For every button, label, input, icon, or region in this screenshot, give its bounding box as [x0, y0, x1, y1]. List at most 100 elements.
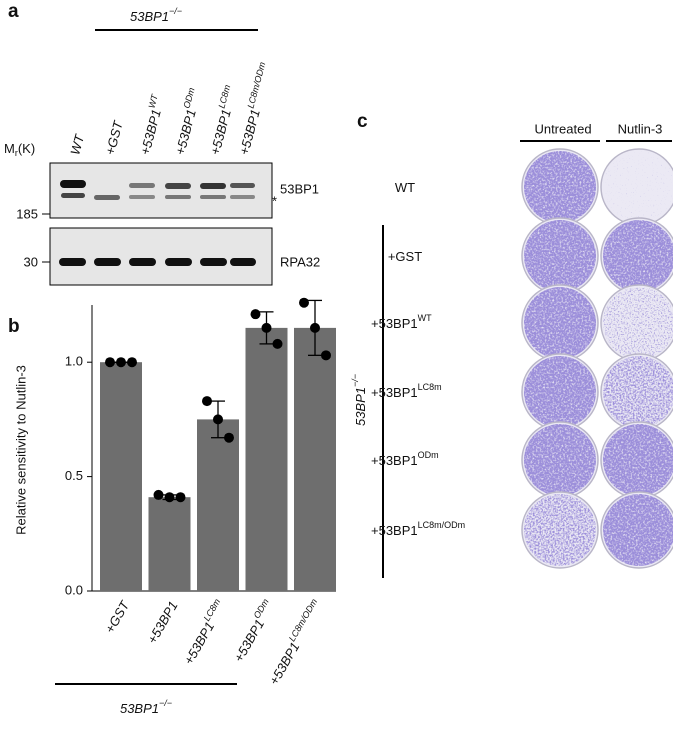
data-point [261, 322, 272, 333]
lane-label: +53BP1ODm [170, 86, 205, 156]
lane-label-text: +53BP1 [237, 108, 264, 157]
bar [294, 327, 336, 591]
mr-label-sub: r [15, 148, 18, 158]
row-label-text: +53BP1 [371, 523, 418, 538]
panel-label: b [8, 316, 20, 337]
row-label-sup: WT [418, 313, 432, 323]
blot-bands [59, 180, 256, 266]
colonies [524, 220, 596, 292]
data-point [250, 309, 261, 320]
data-point [153, 489, 164, 500]
data-point [321, 350, 331, 361]
x-tick-sup: LC8m/ODm [287, 597, 320, 644]
colonies [524, 356, 596, 428]
lane-label: +53BP1WT [135, 92, 169, 157]
colonies [524, 494, 596, 566]
row-label-sup: LC8m [418, 382, 442, 392]
x-tick-label: +53BP1LC8m/ODm [264, 597, 327, 688]
column-header: Nutlin-3 [618, 121, 663, 136]
group-label: 53BP1−/− [130, 6, 182, 24]
data-point [299, 297, 309, 308]
data-point [224, 432, 234, 443]
lane-label: +GST [103, 119, 127, 157]
lane-label-text: +53BP1 [173, 108, 200, 157]
x-tick-label: +53BP1 [145, 599, 181, 647]
row-label: +53BP1LC8m [371, 382, 442, 400]
data-point [116, 357, 126, 368]
marker-label: 30 [24, 254, 38, 269]
lane-label-sup: LC8m [217, 83, 233, 109]
mr-label: Mr(K) [4, 141, 35, 158]
x-tick-text: +53BP1 [145, 599, 181, 647]
row-label: +GST [388, 249, 422, 264]
mr-label-text: (K) [18, 141, 35, 156]
lane-label-sup: WT [147, 92, 161, 110]
row-label-sup: ODm [418, 450, 439, 460]
colonies [524, 151, 596, 223]
band-label: RPA32 [280, 254, 320, 269]
x-tick-label: +53BP1ODm [229, 597, 279, 665]
bar [148, 497, 191, 591]
group-label: 53BP1−/− [350, 374, 368, 426]
row-label: +53BP1WT [371, 313, 432, 331]
y-tick-label: 1.0 [65, 354, 83, 369]
group-label-text: 53BP1 [130, 9, 169, 24]
x-tick-text: +53BP1 [181, 620, 217, 668]
mr-label-text: M [4, 141, 15, 156]
blot-rpa32 [49, 227, 273, 286]
lane-label: +53BP1LC8m/ODm [234, 61, 276, 157]
colonies [603, 424, 673, 496]
x-tick-sup: ODm [252, 597, 271, 621]
group-label: 53BP1−/− [120, 698, 172, 716]
row-label-text: +53BP1 [371, 385, 418, 400]
row-label-text: +GST [388, 249, 422, 264]
colonies [603, 356, 673, 428]
group-label-text: 53BP1 [353, 387, 368, 426]
group-label-sup: −/− [350, 374, 360, 387]
lane-label-sup: ODm [182, 86, 197, 109]
marker-label: 185 [16, 206, 38, 221]
colonies [524, 287, 596, 359]
row-label-text: +53BP1 [371, 316, 418, 331]
colonies [524, 424, 596, 496]
x-tick-text: +53BP1 [267, 640, 303, 688]
data-point [164, 492, 175, 503]
blot-53bp1 [49, 162, 273, 219]
y-tick-label: 0.5 [65, 468, 83, 483]
lane-label-text: +53BP1 [138, 108, 165, 157]
asterisk: * [272, 193, 277, 208]
x-tick-text: +GST [102, 598, 133, 636]
row-label-text: WT [395, 180, 415, 195]
row-label-sup: LC8m/ODm [418, 520, 466, 530]
lane-label-text: WT [68, 132, 88, 156]
group-label-sup: −/− [159, 698, 172, 708]
row-label: +53BP1ODm [371, 450, 439, 468]
data-point [213, 414, 223, 425]
y-axis-label: Relative sensitivity to Nutlin-3 [13, 365, 28, 535]
band-label: 53BP1 [280, 181, 319, 196]
data-point [105, 357, 115, 368]
row-label: WT [395, 180, 415, 195]
data-point [202, 396, 212, 407]
panel-label: a [8, 1, 19, 22]
data-point [175, 492, 186, 503]
lane-label-sup: LC8m/ODm [246, 61, 268, 110]
x-tick-label: +GST [102, 598, 133, 636]
colonies [603, 151, 673, 223]
group-label-text: 53BP1 [120, 701, 159, 716]
row-label-text: +53BP1 [371, 453, 418, 468]
bar [100, 362, 142, 591]
data-point [272, 338, 283, 349]
colonies [603, 220, 673, 292]
lane-label: +53BP1LC8m [205, 83, 241, 156]
row-label: +53BP1LC8m/ODm [371, 520, 465, 538]
lane-label: WT [68, 132, 88, 156]
x-tick-text: +53BP1 [231, 617, 267, 665]
bar [197, 419, 239, 591]
data-point [310, 322, 320, 333]
x-tick-label: +53BP1LC8m [179, 597, 230, 668]
lane-label-text: +53BP1 [208, 108, 235, 157]
data-point [127, 357, 137, 368]
lane-label-text: +GST [103, 119, 127, 157]
